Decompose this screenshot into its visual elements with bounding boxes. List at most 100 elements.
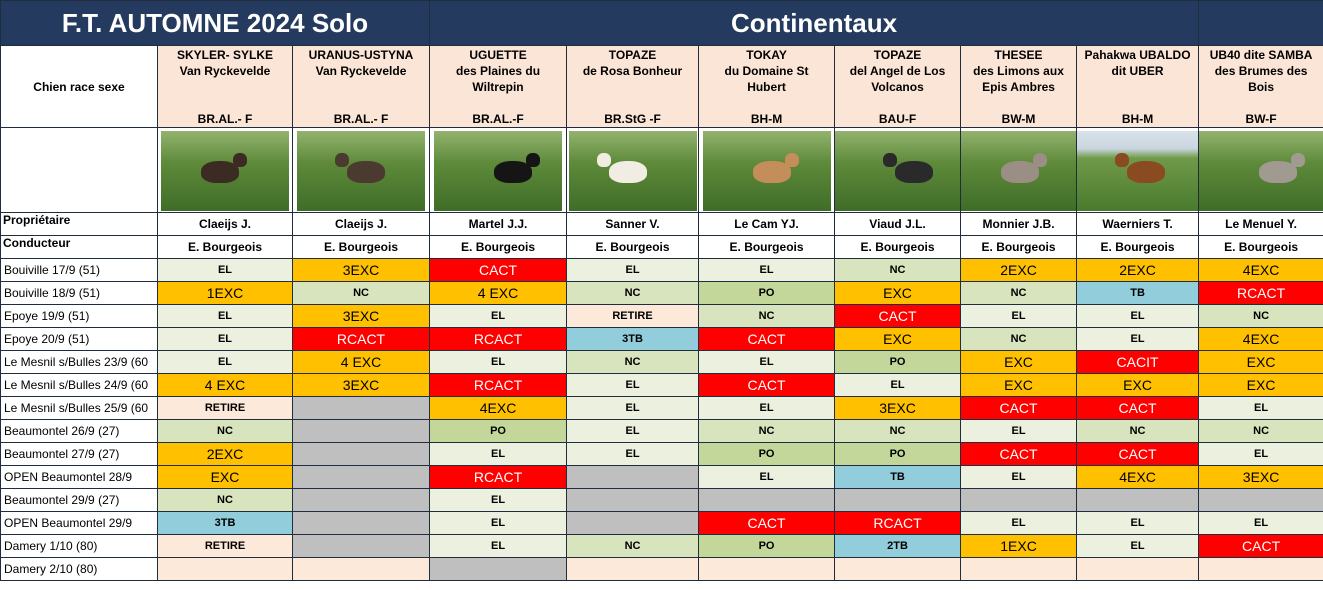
dog-name-line: Bois xyxy=(1248,80,1275,94)
dog-name-line: del Angel de Los xyxy=(849,64,946,78)
result-cell xyxy=(698,557,836,581)
result-cell: CACT xyxy=(834,304,962,328)
result-cell: 3EXC xyxy=(291,304,431,328)
event-label: Bouiville 18/9 (51) xyxy=(0,281,158,305)
result-cell: CACT xyxy=(429,258,568,282)
result-cell: RETIRE xyxy=(157,534,293,558)
handler-label: Conducteur xyxy=(0,235,158,259)
dog-name-line: TOKAY xyxy=(746,48,787,62)
event-label: Epoye 19/9 (51) xyxy=(0,304,158,328)
dog-name-line: Epis Ambres xyxy=(982,80,1055,94)
dog-photo-cell xyxy=(1076,127,1200,213)
dog-breed: BR.StG -F xyxy=(604,112,661,126)
owner-cell: Viaud J.L. xyxy=(834,212,962,236)
event-label: Le Mesnil s/Bulles 24/9 (60 xyxy=(0,373,158,397)
result-cell: NC xyxy=(157,488,293,512)
result-cell: EL xyxy=(1198,442,1323,466)
result-cell: RCACT xyxy=(429,327,568,351)
result-cell: NC xyxy=(1198,304,1323,328)
result-cell: CACT xyxy=(1198,534,1323,558)
result-cell: EXC xyxy=(834,327,962,351)
dog-photo-icon xyxy=(297,130,426,211)
result-cell xyxy=(291,396,431,420)
dog-name-line: Van Ryckevelde xyxy=(179,64,271,78)
dog-breed: BR.AL.- F xyxy=(197,112,253,126)
result-row: Le Mesnil s/Bulles 24/9 (60 4 EXC 3EXC RCAC… xyxy=(0,373,1323,397)
dog-figure-icon xyxy=(895,160,934,183)
result-cell: CACT xyxy=(960,396,1078,420)
dog-name-cell: SKYLER- SYLKE Van Ryckevelde BR.AL.- F xyxy=(157,45,293,128)
result-cell: EL xyxy=(960,304,1078,328)
result-cell: EL xyxy=(566,258,700,282)
dog-photo-cell xyxy=(834,127,962,213)
dog-breed: BW-M xyxy=(1001,112,1036,126)
result-cell: EL xyxy=(566,419,700,443)
handler-cell: E. Bourgeois xyxy=(291,235,431,259)
result-cell xyxy=(698,488,836,512)
result-cell: CACT xyxy=(698,327,836,351)
result-cell: EXC xyxy=(1198,350,1323,374)
dog-name-line: des Brumes des xyxy=(1214,64,1308,78)
dog-photo-cell xyxy=(429,127,568,213)
result-cell: EL xyxy=(698,350,836,374)
result-cell: 4 EXC xyxy=(157,373,293,397)
dog-head-icon xyxy=(1033,152,1048,167)
result-cell: EXC xyxy=(834,281,962,305)
dog-label: Chien race sexe xyxy=(0,45,158,128)
result-cell xyxy=(566,488,700,512)
result-cell: TB xyxy=(1076,281,1200,305)
dog-name-line: URANUS-USTYNA xyxy=(308,48,414,62)
result-cell: PO xyxy=(698,281,836,305)
dog-figure-icon xyxy=(494,160,533,183)
result-cell: RETIRE xyxy=(157,396,293,420)
owner-cell: Le Cam YJ. xyxy=(698,212,836,236)
result-cell: EL xyxy=(157,327,293,351)
dog-photo-icon xyxy=(961,130,1076,211)
result-cell: 3TB xyxy=(566,327,700,351)
dog-name-cell: UGUETTE des Plaines du Wiltrepin BR.AL.-F xyxy=(429,45,568,128)
dog-photo-cell xyxy=(566,127,700,213)
result-cell xyxy=(157,557,293,581)
dog-photo-icon xyxy=(568,130,697,211)
dog-name-line: Pahakwa UBALDO xyxy=(1084,48,1191,62)
dog-photo-icon xyxy=(434,130,563,211)
result-cell: RCACT xyxy=(429,465,568,489)
result-cell: NC xyxy=(157,419,293,443)
result-cell xyxy=(1076,557,1200,581)
event-label: Beaumontel 29/9 (27) xyxy=(0,488,158,512)
dog-name-line: UGUETTE xyxy=(469,48,527,62)
dog-breed: BR.AL.-F xyxy=(472,112,524,126)
result-cell: EL xyxy=(157,304,293,328)
dog-figure-icon xyxy=(201,160,239,183)
result-cell: 2EXC xyxy=(1076,258,1200,282)
result-cell: EL xyxy=(1076,304,1200,328)
dog-name-cell: UB40 dite SAMBA des Brumes des Bois BW-F xyxy=(1198,45,1323,128)
result-cell: NC xyxy=(834,258,962,282)
event-label: Beaumontel 27/9 (27) xyxy=(0,442,158,466)
dog-head-icon xyxy=(233,152,247,167)
result-row: Le Mesnil s/Bulles 25/9 (60 RETIRE 4EXC EL E… xyxy=(0,396,1323,420)
result-cell: CACT xyxy=(1076,396,1200,420)
owner-cell: Martel J.J. xyxy=(429,212,568,236)
result-cell: NC xyxy=(1198,419,1323,443)
event-label: Beaumontel 26/9 (27) xyxy=(0,419,158,443)
result-cell xyxy=(291,534,431,558)
result-row: Epoye 20/9 (51) EL RCACT RCACT 3TB CACT EXC NC E… xyxy=(0,327,1323,351)
category-title: Continentaux xyxy=(429,0,1200,46)
result-cell: RCACT xyxy=(291,327,431,351)
result-cell: EXC xyxy=(960,350,1078,374)
result-cell: EL xyxy=(157,350,293,374)
handler-cell: E. Bourgeois xyxy=(834,235,962,259)
dog-name-line: TOPAZE xyxy=(608,48,657,62)
dog-figure-icon xyxy=(1259,160,1298,183)
result-cell xyxy=(291,465,431,489)
result-row: Bouiville 17/9 (51) EL 3EXC CACT EL EL NC 2EXC 2… xyxy=(0,258,1323,282)
result-cell: EL xyxy=(960,419,1078,443)
dog-photo-cell xyxy=(698,127,836,213)
dog-breed: BR.AL.- F xyxy=(333,112,389,126)
result-cell: EL xyxy=(1076,511,1200,535)
result-cell: PO xyxy=(698,534,836,558)
dog-name-cell: TOPAZE de Rosa Bonheur BR.StG -F xyxy=(566,45,700,128)
dog-name-cell: URANUS-USTYNA Van Ryckevelde BR.AL.- F xyxy=(291,45,431,128)
